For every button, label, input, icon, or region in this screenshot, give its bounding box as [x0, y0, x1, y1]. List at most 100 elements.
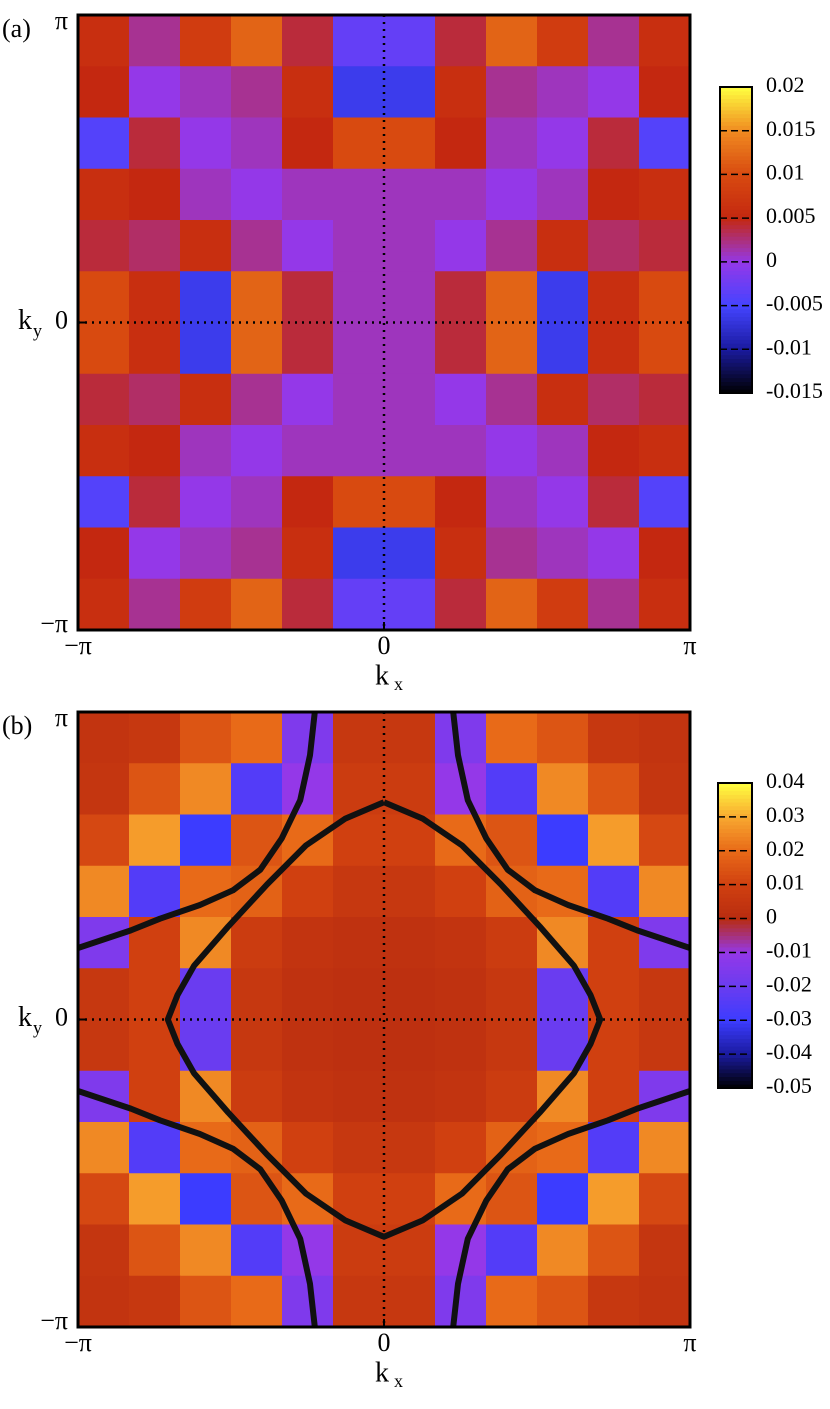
colorbar-segment	[720, 377, 752, 383]
colorbar-segment	[718, 790, 752, 795]
heatmap-cell	[639, 220, 691, 272]
heatmap-cell	[588, 373, 640, 426]
colorbar-segment	[720, 324, 752, 329]
colorbar-segment	[718, 1034, 752, 1039]
heatmap-cell	[588, 15, 640, 67]
heatmap-cell	[282, 968, 334, 1021]
heatmap-cell	[486, 373, 538, 426]
heatmap-cell	[78, 168, 130, 221]
heatmap-cell	[588, 1275, 640, 1328]
colorbar-tick-label: 0.04	[766, 768, 805, 793]
heatmap-cell	[639, 712, 691, 764]
heatmap-cell	[537, 763, 589, 816]
colorbar-segment	[720, 167, 752, 172]
heatmap-cell	[78, 527, 130, 580]
colorbar-segment	[720, 186, 752, 191]
heatmap-cell	[231, 1070, 283, 1123]
colorbar-segment	[720, 163, 752, 168]
heatmap-cell	[639, 578, 691, 631]
colorbar-segment	[718, 981, 752, 986]
heatmap-cell	[78, 271, 130, 324]
heatmap-cell	[435, 168, 487, 221]
heatmap-cell	[129, 425, 181, 477]
heatmap-cell	[435, 968, 487, 1021]
colorbar-segment	[720, 316, 752, 321]
y-tick-label: 0	[55, 1002, 68, 1031]
colorbar-segment	[720, 109, 752, 115]
colorbar-segment	[720, 343, 752, 348]
colorbar-segment	[720, 121, 752, 126]
heatmap-cell	[537, 476, 589, 529]
heatmap-cell	[384, 322, 436, 375]
colorbar-segment	[720, 220, 752, 226]
heatmap-cell	[78, 865, 130, 918]
colorbar-tick-label: -0.01	[766, 334, 812, 359]
colorbar-segment	[718, 924, 752, 929]
heatmap-cell	[78, 66, 130, 119]
x-tick-label: −π	[64, 1328, 92, 1357]
heatmap-cell	[639, 1122, 691, 1174]
colorbar-segment	[720, 194, 752, 199]
colorbar-segment	[718, 1038, 752, 1043]
colorbar-segment	[720, 152, 752, 157]
colorbar-segment	[720, 94, 752, 99]
heatmap-cell	[282, 168, 334, 221]
heatmap-cell	[129, 917, 181, 969]
colorbar-segment	[720, 240, 752, 245]
colorbar-frame	[719, 86, 753, 394]
heatmap-cell	[231, 968, 283, 1021]
x-tick-label: π	[683, 1328, 696, 1357]
colorbar-segment	[718, 943, 752, 948]
colorbar-segment	[720, 312, 752, 317]
colorbar-tick-label: 0	[766, 904, 777, 929]
heatmap-cell	[639, 1224, 691, 1277]
heatmap-cell	[384, 66, 436, 119]
colorbar-segment	[718, 813, 752, 818]
heatmap-cell	[639, 168, 691, 221]
colorbar-segment	[720, 247, 752, 252]
heatmap-cell	[333, 1122, 385, 1174]
heatmap-cell	[537, 1173, 589, 1226]
heatmap-cell	[78, 1019, 130, 1072]
colorbar-segment	[718, 1049, 752, 1055]
heatmap-cell	[231, 322, 283, 375]
colorbar-segment	[720, 297, 752, 302]
colorbar-segment	[720, 251, 752, 256]
heatmap-cell	[180, 917, 232, 969]
heatmap-cell	[537, 1224, 589, 1277]
colorbar-segment	[720, 197, 752, 203]
colorbar-segment	[718, 973, 752, 978]
colorbar-segment	[720, 106, 752, 111]
colorbar-segment	[720, 90, 752, 96]
heatmap-cell	[333, 425, 385, 477]
heatmap-cell	[384, 968, 436, 1021]
heatmap-cell	[129, 527, 181, 580]
colorbar-tick-label: -0.015	[766, 378, 823, 403]
heatmap-cell	[435, 1070, 487, 1123]
heatmap-cell	[180, 373, 232, 426]
colorbar-segment	[720, 331, 752, 337]
heatmap-cell	[129, 865, 181, 918]
heatmap-cell	[435, 527, 487, 580]
y-tick-label: −π	[40, 609, 68, 638]
heatmap-cell	[639, 66, 691, 119]
heatmap-cell	[129, 271, 181, 324]
heatmap-cell	[384, 425, 436, 477]
colorbar-segment	[718, 794, 752, 799]
heatmap-cell	[486, 425, 538, 477]
heatmap-cell	[435, 1122, 487, 1174]
x-tick-label: 0	[378, 631, 391, 660]
colorbar-segment	[718, 1000, 752, 1005]
heatmap-cell	[180, 168, 232, 221]
colorbar-segment	[720, 366, 752, 371]
heatmap-cell	[180, 117, 232, 170]
heatmap-cell	[537, 271, 589, 324]
colorbar-segment	[718, 1072, 752, 1078]
colorbar-segment	[718, 985, 752, 990]
heatmap-cell	[639, 373, 691, 426]
heatmap-cell	[180, 1070, 232, 1123]
colorbar-tick-label: -0.03	[766, 1005, 812, 1030]
colorbar-tick-label: -0.04	[766, 1039, 812, 1064]
heatmap-cell	[180, 1275, 232, 1328]
heatmap-cell	[180, 425, 232, 477]
